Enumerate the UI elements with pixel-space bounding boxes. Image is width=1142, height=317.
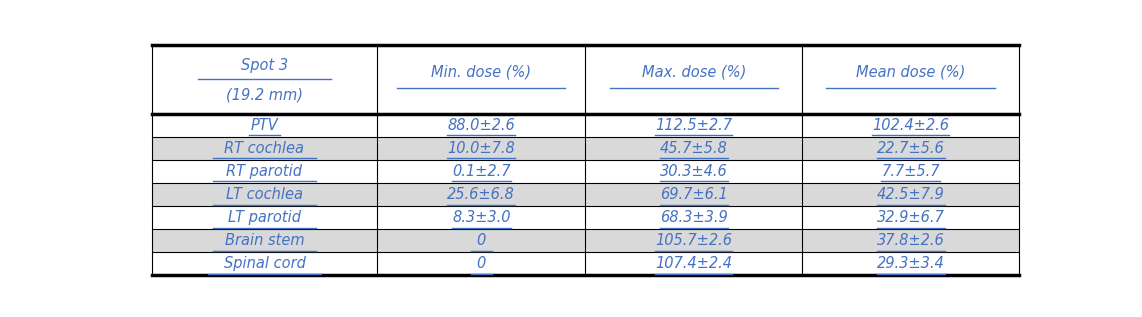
Text: 0.1±2.7: 0.1±2.7 <box>452 164 510 179</box>
Text: 112.5±2.7: 112.5±2.7 <box>656 118 732 133</box>
Text: 30.3±4.6: 30.3±4.6 <box>660 164 727 179</box>
Text: 0: 0 <box>476 256 485 271</box>
Text: 7.7±5.7: 7.7±5.7 <box>882 164 940 179</box>
Text: LT parotid: LT parotid <box>228 210 301 225</box>
Text: 10.0±7.8: 10.0±7.8 <box>448 141 515 156</box>
Text: 25.6±6.8: 25.6±6.8 <box>448 187 515 202</box>
Text: RT cochlea: RT cochlea <box>225 141 305 156</box>
Text: 107.4±2.4: 107.4±2.4 <box>656 256 732 271</box>
Bar <box>152 229 1019 252</box>
Bar <box>152 137 1019 160</box>
Text: 0: 0 <box>476 233 485 248</box>
Text: Mean dose (%): Mean dose (%) <box>855 65 965 80</box>
Text: 37.8±2.6: 37.8±2.6 <box>877 233 944 248</box>
Text: PTV: PTV <box>250 118 279 133</box>
Text: RT parotid: RT parotid <box>226 164 303 179</box>
Text: 105.7±2.6: 105.7±2.6 <box>656 233 732 248</box>
Text: Min. dose (%): Min. dose (%) <box>432 65 531 80</box>
Text: (19.2 mm): (19.2 mm) <box>226 87 303 102</box>
Text: 69.7±6.1: 69.7±6.1 <box>660 187 727 202</box>
Text: Brain stem: Brain stem <box>225 233 304 248</box>
Text: Spot 3: Spot 3 <box>241 58 288 73</box>
Text: Spinal cord: Spinal cord <box>224 256 305 271</box>
Text: 102.4±2.6: 102.4±2.6 <box>872 118 949 133</box>
Text: 22.7±5.6: 22.7±5.6 <box>877 141 944 156</box>
Text: Max. dose (%): Max. dose (%) <box>642 65 746 80</box>
Text: 29.3±3.4: 29.3±3.4 <box>877 256 944 271</box>
Text: 88.0±2.6: 88.0±2.6 <box>448 118 515 133</box>
Bar <box>152 183 1019 206</box>
Text: 42.5±7.9: 42.5±7.9 <box>877 187 944 202</box>
Text: 45.7±5.8: 45.7±5.8 <box>660 141 727 156</box>
Text: LT cochlea: LT cochlea <box>226 187 303 202</box>
Text: 32.9±6.7: 32.9±6.7 <box>877 210 944 225</box>
Text: 68.3±3.9: 68.3±3.9 <box>660 210 727 225</box>
Text: 8.3±3.0: 8.3±3.0 <box>452 210 510 225</box>
